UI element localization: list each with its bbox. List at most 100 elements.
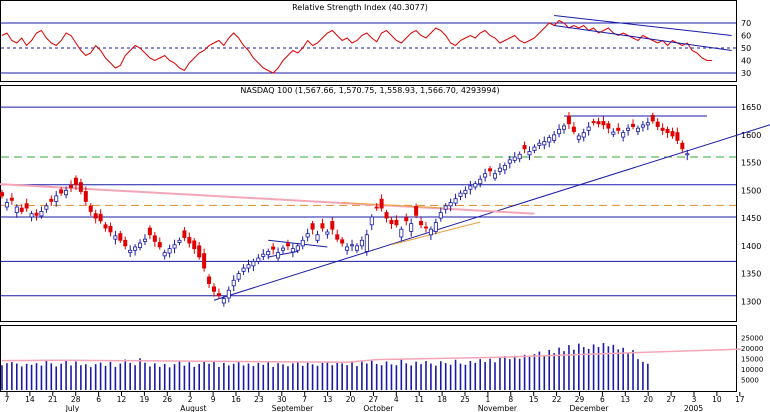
candle-body: [409, 223, 414, 232]
price-tick-label: 1450: [741, 214, 761, 223]
candle-body: [335, 234, 340, 240]
candle-body: [4, 202, 9, 208]
volume-moving-average: [1, 348, 742, 364]
x-date-label: 6: [600, 395, 605, 404]
candle-body: [562, 125, 567, 130]
candle-body: [49, 198, 54, 202]
price-tick-label: 1500: [741, 186, 761, 195]
x-month-label: July: [65, 404, 80, 412]
candle-body: [9, 197, 14, 201]
x-date-label: 20: [643, 395, 653, 404]
x-month-label: October: [363, 404, 394, 412]
candle-body: [29, 213, 34, 218]
price-tick-label: 1600: [741, 131, 761, 140]
candle-body: [211, 286, 216, 292]
candle-body: [512, 156, 517, 161]
candle-body: [488, 168, 493, 172]
x-date-label: 28: [71, 395, 81, 404]
candle-body: [295, 245, 300, 251]
candle-body: [300, 239, 305, 247]
x-date-label: 29: [575, 395, 585, 404]
candle-body: [350, 244, 355, 247]
candle-body: [384, 212, 389, 219]
candle-body: [463, 189, 468, 195]
candle-body: [670, 131, 675, 137]
candle-body: [596, 121, 601, 125]
candle-body: [266, 250, 271, 256]
candle-body: [640, 124, 645, 128]
candle-body: [231, 279, 236, 287]
candle-body: [497, 167, 502, 172]
candle-body: [635, 127, 640, 132]
x-month-label: September: [272, 404, 314, 412]
price-tick-label: 1300: [741, 297, 761, 306]
x-date-label: 1: [486, 395, 491, 404]
candle-body: [285, 243, 290, 247]
candle-body: [236, 273, 241, 280]
candle-body: [507, 159, 512, 164]
price-panel: 1300 1350 1400 1450 1500 1550 1600 1650: [0, 103, 770, 307]
volume-tick-label: 15000: [741, 356, 763, 364]
candle-body: [665, 128, 670, 134]
candle-body: [167, 248, 172, 254]
candle-body: [606, 123, 611, 129]
candle-body: [207, 276, 212, 284]
x-date-label: 4: [394, 395, 399, 404]
x-date-label: 21: [48, 395, 58, 404]
candle-body: [0, 192, 4, 197]
rsi-tick-label: 50: [741, 44, 751, 53]
candle-body: [428, 228, 433, 236]
candle-body: [453, 198, 458, 204]
candle-body: [69, 184, 74, 188]
candle-body: [118, 233, 123, 241]
candle-body: [221, 298, 226, 304]
candle-body: [369, 216, 374, 226]
candle-body: [182, 230, 187, 238]
candle-body: [315, 234, 320, 241]
candle-body: [24, 203, 29, 209]
candle-body: [364, 234, 369, 252]
x-date-label: 18: [437, 395, 447, 404]
candle-body: [103, 224, 108, 229]
x-date-label: 7: [302, 395, 307, 404]
candle-body: [483, 173, 488, 178]
candle-body: [83, 191, 88, 202]
rsi-panel-frame: [0, 0, 737, 82]
candle-body: [152, 235, 157, 242]
candle-body: [73, 177, 78, 186]
candle-body: [621, 132, 626, 138]
x-date-label: 13: [621, 395, 631, 404]
candle-body: [468, 185, 473, 190]
candle-body: [271, 246, 276, 250]
candle-body: [552, 134, 557, 141]
candle-body: [108, 226, 113, 233]
price-tick-label: 1650: [741, 103, 761, 112]
price-tick-label: 1550: [741, 159, 761, 168]
candle-body: [522, 144, 527, 150]
candle-body: [98, 213, 103, 222]
candle-body: [78, 182, 83, 192]
x-month-label: November: [478, 404, 518, 412]
candle-body: [517, 153, 522, 160]
price-tick-label: 1350: [741, 270, 761, 279]
x-date-label: 23: [254, 395, 264, 404]
candle-body: [177, 239, 182, 243]
x-date-label: 7: [5, 395, 10, 404]
rsi-channel-lower: [554, 25, 732, 51]
candle-body: [192, 240, 197, 250]
candle-body: [320, 223, 325, 229]
x-date-label: 6: [96, 395, 101, 404]
x-axis: 7 14 21 28 6 12 19 26 2 9 16 23 30 7 13 20 27 4 11 18 25 1 8 15…: [5, 392, 745, 412]
candle-body: [611, 131, 616, 135]
rsi-channel-upper: [554, 15, 732, 36]
candle-body: [458, 192, 463, 197]
x-date-label: 2: [188, 395, 193, 404]
candle-body: [601, 121, 606, 126]
candle-body: [251, 260, 256, 267]
x-date-label: 26: [163, 395, 173, 404]
candle-body: [340, 239, 345, 244]
candle-body: [197, 245, 202, 258]
x-date-label: 17: [735, 395, 745, 404]
